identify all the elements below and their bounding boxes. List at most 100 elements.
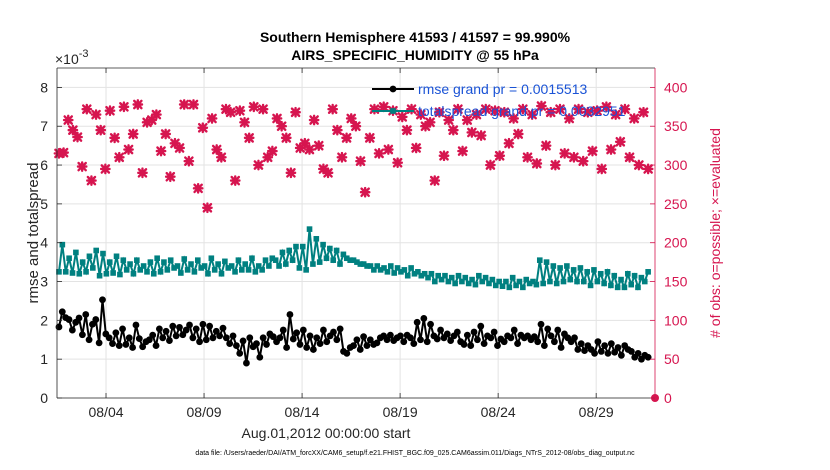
- totalspread-marker: [90, 265, 96, 271]
- rmse-marker: [530, 333, 538, 341]
- legend-rmse-label: rmse grand pr = 0.0015513: [418, 81, 587, 97]
- left-y-tick-label: 3: [40, 274, 48, 290]
- rmse-marker: [99, 296, 106, 304]
- obs-marker: [146, 114, 158, 126]
- left-y-tick-label: 8: [40, 79, 48, 95]
- totalspread-marker: [601, 280, 607, 287]
- totalspread-marker: [330, 257, 337, 263]
- rmse-marker: [316, 340, 324, 348]
- totalspread-marker: [625, 270, 631, 277]
- totalspread-marker: [140, 263, 147, 269]
- totalspread-marker: [279, 249, 286, 256]
- totalspread-marker: [533, 281, 540, 288]
- totalspread-marker: [371, 267, 377, 273]
- rmse-marker: [202, 336, 210, 344]
- totalspread-marker: [62, 269, 69, 275]
- obs-marker: [568, 151, 580, 163]
- obs-marker: [605, 144, 617, 155]
- totalspread-marker: [357, 261, 364, 267]
- rmse-marker: [617, 351, 625, 359]
- obs-marker: [174, 142, 185, 154]
- obs-marker: [382, 144, 394, 155]
- obs-marker: [582, 106, 594, 118]
- obs-marker: [271, 113, 283, 124]
- obs-marker: [628, 113, 640, 124]
- totalspread-marker: [442, 272, 448, 279]
- rmse-marker: [219, 324, 227, 332]
- obs-marker: [480, 103, 492, 115]
- obs-marker: [243, 132, 255, 144]
- totalspread-marker: [455, 272, 462, 279]
- rmse-marker: [125, 334, 133, 342]
- totalspread-marker: [391, 270, 397, 276]
- rmse-marker: [540, 342, 548, 349]
- totalspread-marker: [293, 243, 299, 250]
- totalspread-marker: [299, 243, 306, 250]
- totalspread-marker: [306, 226, 313, 232]
- obs-marker: [531, 158, 543, 169]
- totalspread-marker: [492, 282, 499, 289]
- obs-marker: [638, 106, 649, 118]
- totalspread-marker: [316, 259, 323, 265]
- totalspread-marker: [408, 265, 414, 271]
- rmse-marker: [330, 328, 337, 336]
- rmse-marker: [417, 336, 424, 344]
- totalspread-marker: [350, 257, 357, 263]
- totalspread-marker: [154, 255, 160, 262]
- x-tick-label: 08/29: [579, 404, 614, 420]
- rmse-marker: [303, 344, 311, 351]
- rmse-marker: [601, 342, 609, 349]
- totalspread-marker: [252, 269, 259, 275]
- obs-marker: [262, 151, 274, 163]
- obs-marker: [359, 186, 371, 198]
- totalspread-marker: [641, 278, 648, 285]
- totalspread-marker: [215, 261, 221, 267]
- obs-marker: [225, 106, 237, 118]
- rmse-marker: [78, 331, 86, 339]
- rmse-marker: [607, 340, 615, 348]
- obs-marker: [369, 103, 380, 115]
- totalspread-marker: [557, 265, 563, 271]
- totalspread-marker: [255, 263, 262, 269]
- obs-marker: [285, 167, 297, 179]
- rmse-marker: [490, 328, 498, 336]
- rmse-marker: [95, 339, 103, 347]
- rmse-marker: [614, 344, 622, 351]
- obs-marker: [540, 140, 552, 152]
- rmse-marker: [413, 318, 421, 326]
- data-file-footer: data file: /Users/raeder/DAI/ATM_forcXX/…: [195, 450, 635, 457]
- rmse-marker: [353, 336, 361, 344]
- totalspread-marker: [445, 278, 452, 285]
- obs-marker: [392, 157, 404, 169]
- obs-marker: [406, 103, 417, 115]
- x-tick-label: 08/19: [383, 404, 418, 420]
- rmse-marker: [105, 334, 113, 342]
- obs-marker: [508, 113, 520, 124]
- obs-marker: [169, 137, 181, 149]
- rmse-marker: [534, 338, 542, 346]
- totalspread-marker: [76, 270, 83, 277]
- totalspread-marker: [161, 259, 167, 265]
- obs-marker: [58, 147, 69, 159]
- totalspread-marker: [79, 259, 86, 265]
- totalspread-marker: [465, 280, 472, 287]
- obs-marker: [290, 106, 301, 118]
- obs-marker: [160, 128, 172, 140]
- left-y-tick-label: 6: [40, 157, 48, 173]
- totalspread-marker: [513, 282, 519, 289]
- rmse-marker: [554, 326, 562, 334]
- rmse-marker: [537, 320, 545, 328]
- obs-marker: [494, 150, 506, 162]
- totalspread-marker: [381, 265, 387, 271]
- rmse-marker: [644, 353, 652, 361]
- totalspread-marker: [618, 276, 624, 283]
- obs-marker: [373, 148, 385, 159]
- totalspread-marker: [239, 267, 245, 273]
- rmse-marker: [557, 344, 565, 351]
- left-y-tick-label: 4: [40, 235, 48, 251]
- totalspread-marker: [516, 278, 523, 285]
- obs-marker: [573, 103, 584, 115]
- totalspread-marker: [570, 267, 577, 273]
- obs-marker: [178, 99, 190, 110]
- totalspread-marker: [635, 284, 641, 291]
